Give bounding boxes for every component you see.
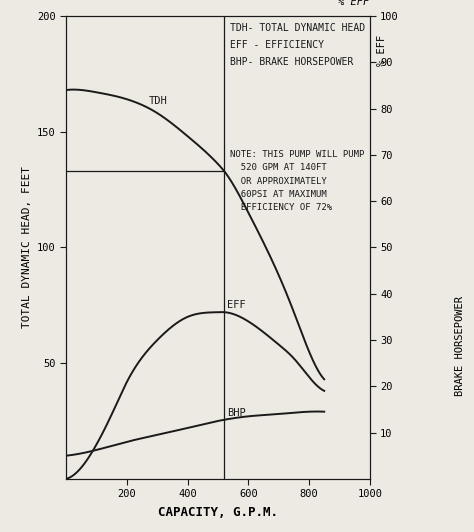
X-axis label: CAPACITY, G.P.M.: CAPACITY, G.P.M. [158, 506, 278, 519]
Text: TDH- TOTAL DYNAMIC HEAD
EFF - EFFICIENCY
BHP- BRAKE HORSEPOWER: TDH- TOTAL DYNAMIC HEAD EFF - EFFICIENCY… [230, 23, 365, 68]
Text: TDH: TDH [148, 96, 167, 106]
Text: % EFF: % EFF [377, 35, 387, 66]
Text: NOTE: THIS PUMP WILL PUMP
  520 GPM AT 140FT
  OR APPROXIMATELY
  60PSI AT MAXIM: NOTE: THIS PUMP WILL PUMP 520 GPM AT 140… [230, 150, 365, 212]
Text: EFF: EFF [227, 300, 246, 310]
Text: % EFF: % EFF [338, 0, 370, 7]
Y-axis label: TOTAL DYNAMIC HEAD, FEET: TOTAL DYNAMIC HEAD, FEET [22, 167, 32, 328]
Text: BHP: BHP [227, 409, 246, 418]
Text: BRAKE HORSEPOWER: BRAKE HORSEPOWER [455, 296, 465, 396]
